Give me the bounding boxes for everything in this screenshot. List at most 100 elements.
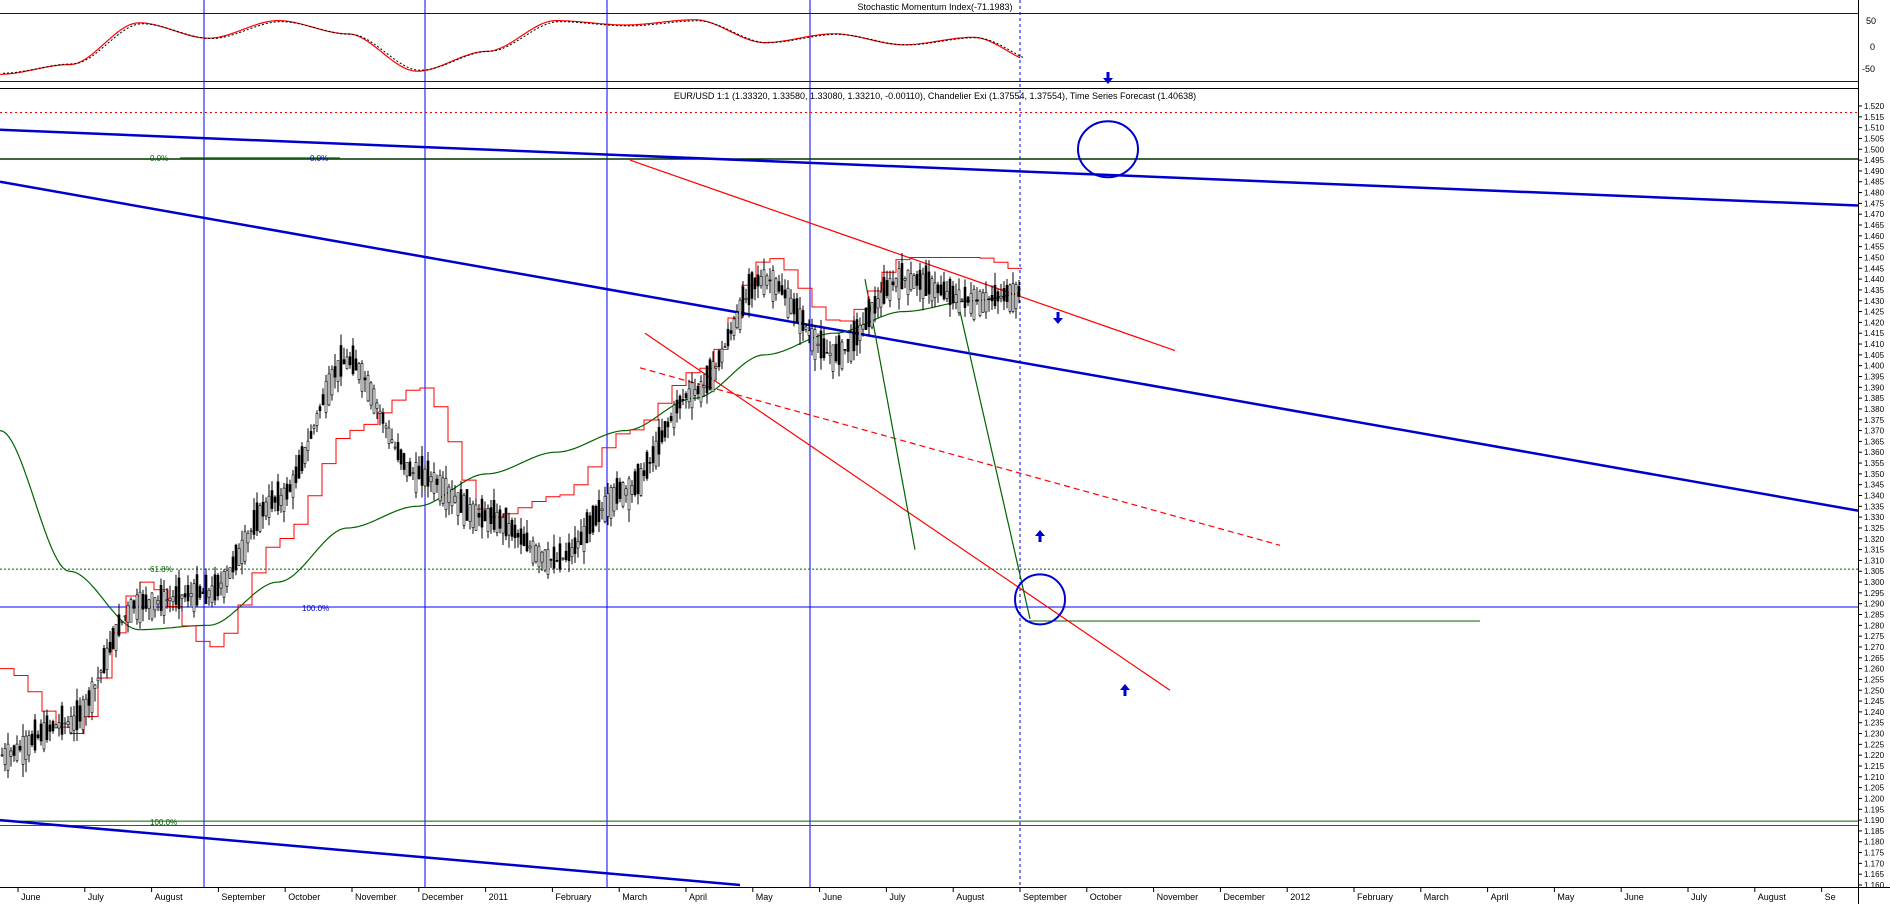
price-bar-body — [981, 292, 985, 313]
price-bar-body — [156, 599, 160, 605]
price-bar-body — [462, 494, 466, 526]
price-bar-body — [909, 273, 913, 291]
price-tick-label: 1.405 — [1864, 351, 1885, 360]
price-bar-body — [438, 475, 442, 502]
price-bar-body — [717, 350, 721, 367]
price-bar-body — [891, 281, 895, 286]
price-bar-body — [1005, 284, 1009, 303]
price-bar-body — [234, 544, 238, 571]
price-tick-label: 1.205 — [1864, 784, 1885, 793]
price-bar-body — [855, 319, 859, 346]
price-bar-body — [42, 722, 46, 750]
price-bar-body — [486, 508, 490, 532]
moving-average-line — [0, 292, 1021, 631]
price-bar-body — [267, 495, 271, 518]
price-bar-body — [222, 571, 226, 598]
price-bar-body — [768, 279, 772, 282]
price-bar-body — [630, 485, 634, 495]
price-bar-body — [186, 585, 190, 602]
price-bar-body — [324, 380, 328, 413]
time-tick-label: April — [1491, 892, 1509, 902]
price-bar-body — [666, 421, 670, 428]
price-bar-body — [618, 481, 622, 499]
price-bar-body — [699, 381, 703, 403]
price-tick-label: 1.455 — [1864, 243, 1885, 252]
price-bar-body — [621, 482, 625, 507]
price-tick-label: 1.170 — [1864, 859, 1885, 868]
price-bar-body — [174, 586, 178, 605]
time-tick-label: February — [555, 892, 592, 902]
price-bar-body — [297, 455, 301, 479]
price-bar-body — [810, 328, 814, 352]
price-bar-body — [231, 556, 235, 573]
price-bar-body — [879, 291, 883, 308]
price-bar-body — [378, 410, 382, 414]
price-bar-body — [144, 594, 148, 609]
time-tick-label: September — [1023, 892, 1067, 902]
price-bar-body — [744, 297, 748, 301]
price-bar-body — [930, 278, 934, 302]
price-bar-body — [552, 546, 556, 569]
fib-label: 100.0% — [150, 818, 177, 827]
price-bar-body — [285, 483, 289, 500]
price-bar-body — [573, 537, 577, 554]
price-bar-body — [228, 567, 232, 579]
price-bar-body — [903, 278, 907, 281]
price-bar-body — [9, 750, 13, 757]
price-tick-label: 1.275 — [1864, 632, 1885, 641]
target-circle-top — [1077, 120, 1139, 179]
price-bar-body — [921, 273, 925, 299]
price-tick-label: 1.350 — [1864, 470, 1885, 479]
price-bar-body — [300, 446, 304, 472]
price-bar-body — [480, 498, 484, 528]
price-bar-body — [702, 385, 706, 388]
price-bar-body — [624, 488, 628, 496]
fib-label: 100.0% — [302, 604, 329, 613]
arrow-down-icon — [1103, 72, 1113, 84]
price-tick-label: 1.315 — [1864, 546, 1885, 555]
price-bar-body — [525, 532, 529, 552]
price-bar-body — [453, 495, 457, 503]
price-bar-body — [963, 286, 967, 308]
price-bar-body — [192, 583, 196, 612]
price-bar-body — [261, 501, 265, 517]
price-tick-label: 1.385 — [1864, 394, 1885, 403]
price-bar-body — [945, 290, 949, 299]
price-bar-body — [366, 375, 370, 402]
price-bar-body — [993, 285, 997, 307]
price-tick-label: 1.440 — [1864, 275, 1885, 284]
price-bar-body — [312, 425, 316, 429]
time-tick-label: March — [1424, 892, 1449, 902]
price-bar-body — [519, 528, 523, 545]
price-bar-body — [669, 416, 673, 421]
time-tick-label: July — [88, 892, 105, 902]
time-tick-label: October — [288, 892, 320, 902]
price-bar-body — [954, 294, 958, 304]
time-tick-label: July — [889, 892, 906, 902]
price-bar-body — [123, 615, 127, 618]
price-bar-body — [135, 594, 139, 620]
price-bar-body — [342, 359, 346, 365]
price-bar-body — [759, 276, 763, 287]
price-bar-body — [990, 294, 994, 302]
price-bar-body — [597, 499, 601, 523]
price-tick-label: 1.285 — [1864, 611, 1885, 620]
price-bar-body — [183, 593, 187, 598]
price-bar-body — [303, 447, 307, 464]
price-bar-body — [645, 451, 649, 479]
price-bar-body — [951, 285, 955, 303]
price-bar-body — [726, 328, 730, 347]
price-bar-body — [204, 574, 208, 604]
time-tick-label: August — [956, 892, 985, 902]
price-bar-body — [792, 298, 796, 315]
price-bar-body — [501, 517, 505, 534]
price-bar-body — [57, 722, 61, 729]
price-bar-body — [684, 393, 688, 399]
price-bar-body — [87, 690, 91, 706]
price-bar-body — [798, 308, 802, 334]
price-tick-label: 1.450 — [1864, 253, 1885, 262]
price-bar-body — [165, 599, 169, 602]
price-bar-body — [498, 509, 502, 529]
price-bar-body — [495, 511, 499, 533]
price-bar-body — [753, 277, 757, 290]
